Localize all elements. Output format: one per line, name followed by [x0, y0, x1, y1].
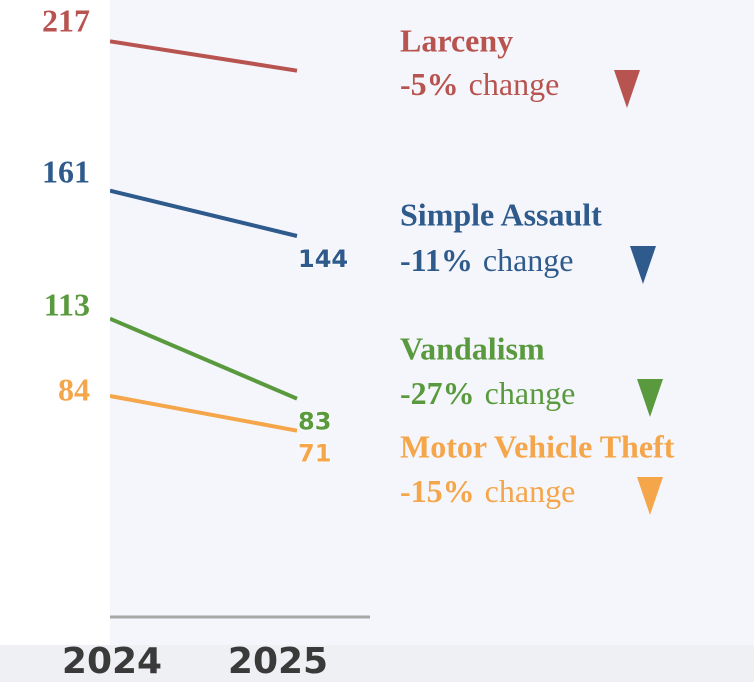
start-value-label: 84: [58, 371, 90, 407]
end-value-label: 144: [298, 245, 348, 273]
change-word: change: [469, 66, 560, 102]
change-annotation: -5% change: [400, 66, 559, 102]
change-value: -5%: [400, 66, 459, 102]
down-triangle: [637, 477, 663, 515]
legend-name: Motor Vehicle Theft: [400, 428, 675, 464]
legend-name: Vandalism: [400, 330, 545, 366]
label-panel: [0, 0, 110, 645]
change-value: -11%: [400, 242, 473, 278]
change-word: change: [485, 473, 576, 509]
down-triangle: [637, 379, 663, 417]
change-annotation: -27% change: [400, 375, 575, 411]
start-value-label: 161: [42, 153, 90, 189]
change-word: change: [485, 375, 576, 411]
footer-band: [0, 645, 754, 682]
down-triangle: [630, 246, 656, 284]
legend-name: Larceny: [400, 22, 513, 58]
start-value-label: 217: [42, 2, 90, 38]
start-value-label: 113: [44, 286, 90, 322]
change-annotation: -11% change: [400, 242, 574, 278]
series-line: [109, 316, 298, 401]
x-tick-label: 2024: [62, 641, 162, 682]
down-triangle: [614, 70, 640, 108]
series-line: [109, 394, 298, 433]
change-word: change: [483, 242, 574, 278]
change-annotation: -15% change: [400, 473, 575, 509]
series-line: [109, 188, 298, 238]
legend-name: Simple Assault: [400, 196, 602, 232]
series-line: [109, 39, 298, 73]
change-value: -27%: [400, 375, 475, 411]
change-value: -15%: [400, 473, 475, 509]
end-value-label: 71: [298, 440, 331, 468]
end-value-label: 83: [298, 408, 331, 436]
x-tick-label: 2025: [228, 641, 328, 682]
